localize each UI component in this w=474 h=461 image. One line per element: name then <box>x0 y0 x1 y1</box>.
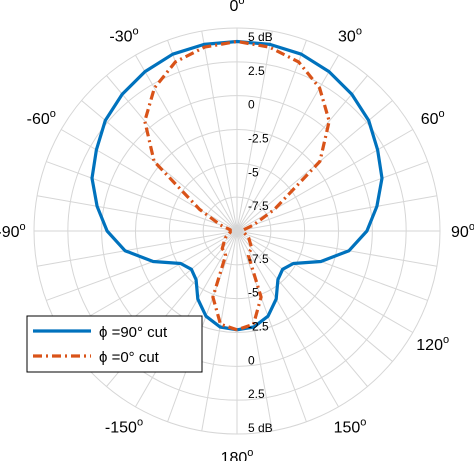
angle-tick-label: -60o <box>27 108 56 128</box>
radial-tick-label: -7.5 <box>248 252 269 266</box>
legend-label-series-2: ϕ =0° cut <box>99 349 160 366</box>
grid-spoke <box>46 230 238 301</box>
legend-box <box>26 315 203 373</box>
grid-spoke <box>236 230 428 301</box>
grid-spoke <box>46 161 238 232</box>
grid-spoke <box>236 54 339 232</box>
grid-spoke <box>236 230 393 362</box>
grid-spoke <box>236 230 307 422</box>
grid-spoke <box>236 230 339 408</box>
radial-tick-label: -2.5 <box>248 132 269 146</box>
grid-spoke <box>60 129 238 232</box>
grid-spoke <box>36 230 238 267</box>
polar-grid <box>33 27 441 435</box>
grid-spoke <box>236 230 368 387</box>
angle-tick-label: 90o <box>451 221 474 241</box>
grid-spoke <box>106 75 238 232</box>
grid-spoke <box>236 230 273 432</box>
angle-tick-label: -30o <box>109 25 138 45</box>
radial-tick-label: 2.5 <box>248 64 265 78</box>
grid-spoke <box>236 30 273 232</box>
grid-spoke <box>135 54 238 232</box>
radial-tick-label: 2.5 <box>248 387 265 401</box>
grid-spoke <box>236 230 438 267</box>
grid-spoke <box>167 40 238 232</box>
grid-spoke <box>236 230 414 333</box>
angle-tick-label: 120o <box>416 334 449 354</box>
angle-tick-label: 180o <box>221 447 254 461</box>
angle-tick-label: -150o <box>105 417 143 437</box>
angle-tick-label: 30o <box>338 25 362 45</box>
legend-label-series-1: ϕ =90° cut <box>99 324 168 341</box>
radial-tick-labels: 5 dB 2.5 0 -2.5 -5 -7.5 -7.5 -5 -2.5 0 2.5 5 dB <box>248 30 273 435</box>
radial-tick-label: 5 dB <box>248 421 273 435</box>
angle-tick-label: -90o <box>0 221 26 241</box>
radial-tick-label: -5 <box>248 286 259 300</box>
grid-spoke <box>236 161 428 232</box>
radial-tick-label: 0 <box>248 353 255 367</box>
radial-tick-label: 5 dB <box>248 30 273 44</box>
legend: ϕ =90° cut ϕ =0° cut <box>26 315 203 373</box>
angle-tick-label: 60o <box>421 108 445 128</box>
radial-tick-label: -2.5 <box>248 320 269 334</box>
grid-spoke <box>236 195 438 232</box>
grid-spoke <box>36 195 238 232</box>
radial-tick-label: -7.5 <box>248 199 269 213</box>
grid-spoke <box>236 40 307 232</box>
series-line-2 <box>143 39 331 332</box>
grid-spoke <box>201 230 238 432</box>
series-line-1 <box>90 39 384 332</box>
angle-tick-label: 150o <box>334 417 367 437</box>
angle-tick-label: 0o <box>229 0 244 15</box>
grid-spoke <box>201 30 238 232</box>
grid-spoke <box>236 75 368 232</box>
radial-tick-label: 0 <box>248 98 255 112</box>
series-group <box>90 39 384 332</box>
radial-tick-label: -5 <box>248 165 259 179</box>
